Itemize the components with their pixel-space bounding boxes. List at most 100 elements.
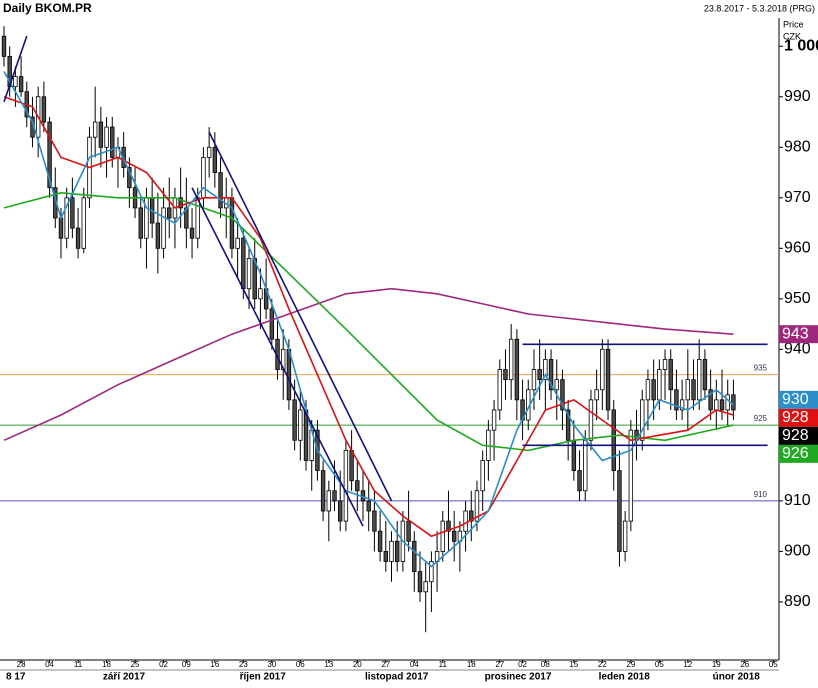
level-label: 935 xyxy=(754,364,768,373)
x-tick-label: 27 xyxy=(495,660,504,669)
candle-body xyxy=(338,500,343,522)
candle-body xyxy=(269,308,275,340)
x-tick-label: 06 xyxy=(296,660,305,669)
candle-body xyxy=(92,121,98,138)
x-tick-label: 25 xyxy=(131,660,140,669)
y-axis-label: Price xyxy=(783,19,804,29)
price-tag-label: 926 xyxy=(782,445,809,462)
y-tick-label: 1 000 xyxy=(784,37,818,54)
trend-line xyxy=(191,187,364,527)
candle-body xyxy=(252,258,257,300)
candle-body xyxy=(440,520,445,552)
price-tag xyxy=(779,408,818,427)
candle-body xyxy=(235,237,240,249)
unit-label: CZK xyxy=(783,31,801,41)
candle-body xyxy=(531,369,537,391)
candle-body xyxy=(195,197,200,239)
candle-body xyxy=(463,510,468,532)
candle-body xyxy=(537,369,542,381)
candle-body xyxy=(75,227,81,249)
candle-body xyxy=(70,197,75,229)
moving-average xyxy=(3,191,734,452)
candle-body xyxy=(178,197,183,209)
x-tick-label: 05 xyxy=(769,660,778,669)
price-tag xyxy=(779,426,818,445)
candle-body xyxy=(332,490,337,502)
month-label: leden 2018 xyxy=(599,672,651,683)
candle-body xyxy=(81,197,86,249)
x-tick-label: 29 xyxy=(626,660,635,669)
candle-body xyxy=(491,409,497,431)
candle-body xyxy=(167,207,172,219)
candle-body xyxy=(121,146,126,168)
candle-body xyxy=(662,359,668,370)
candle-body xyxy=(708,389,713,411)
candle-body xyxy=(417,571,423,593)
candle-body xyxy=(617,470,622,552)
candle-body xyxy=(1,35,7,57)
y-tick-label: 940 xyxy=(784,341,811,358)
candle-body xyxy=(514,338,520,401)
moving-average xyxy=(3,96,734,538)
candle-body xyxy=(668,359,673,391)
candle-body xyxy=(565,409,571,441)
candle-body xyxy=(640,399,645,441)
x-tick-label: 05 xyxy=(655,660,664,669)
x-tick-label: 13 xyxy=(324,660,333,669)
candle-body xyxy=(588,399,594,441)
price-tag xyxy=(779,325,818,344)
candle-body xyxy=(212,146,218,173)
candle-body xyxy=(451,530,457,542)
x-tick-label: 11 xyxy=(74,660,83,669)
x-tick-label: 04 xyxy=(45,660,54,669)
candle-body xyxy=(18,76,24,93)
candle-body xyxy=(446,520,451,532)
candle-body xyxy=(429,561,434,583)
chart-title: Daily BKOM.PR xyxy=(3,1,92,15)
candle-body xyxy=(389,540,394,562)
candle-body xyxy=(258,288,263,300)
candle-body xyxy=(138,207,143,239)
month-label: září 2017 xyxy=(103,672,146,683)
candle-body xyxy=(503,369,508,381)
date-range: 23.8.2017 - 5.3.2018 (PRG) xyxy=(704,3,815,13)
candle-body xyxy=(605,348,611,411)
candle-body xyxy=(714,399,719,411)
candle-body xyxy=(594,389,599,401)
candle-body xyxy=(611,409,616,471)
candle-body xyxy=(298,409,303,441)
candle-body xyxy=(651,379,656,401)
candle-body xyxy=(423,581,428,593)
y-tick-label: 900 xyxy=(784,543,811,560)
candle-body xyxy=(697,359,702,401)
candle-body xyxy=(691,379,696,401)
x-tick-label: 30 xyxy=(267,660,276,669)
candle-body xyxy=(719,399,725,411)
x-tick-label: 16 xyxy=(210,660,219,669)
candle-body xyxy=(679,399,685,411)
candle-body xyxy=(554,379,559,391)
candle-body xyxy=(480,460,485,492)
price-tag-label: 943 xyxy=(782,325,809,342)
moving-average xyxy=(3,71,734,568)
candle-body xyxy=(110,126,115,158)
candle-body xyxy=(725,394,730,411)
candle-body xyxy=(406,520,411,542)
candle-body xyxy=(657,369,662,401)
level-label: 910 xyxy=(754,490,768,499)
x-tick-label: 08 xyxy=(541,660,550,669)
candle-body xyxy=(292,399,297,441)
y-tick-label: 890 xyxy=(784,593,811,610)
x-tick-label: 20 xyxy=(353,660,362,669)
month-label: říjen 2017 xyxy=(240,672,287,683)
candle-body xyxy=(13,76,18,88)
candle-body xyxy=(508,338,514,381)
candle-body xyxy=(469,510,474,522)
y-tick-label: 910 xyxy=(784,492,811,509)
candle-body xyxy=(543,359,548,381)
candle-body xyxy=(474,490,480,522)
candle-body xyxy=(286,348,292,401)
candle-body xyxy=(702,359,708,391)
x-tick-label: 09 xyxy=(182,660,191,669)
